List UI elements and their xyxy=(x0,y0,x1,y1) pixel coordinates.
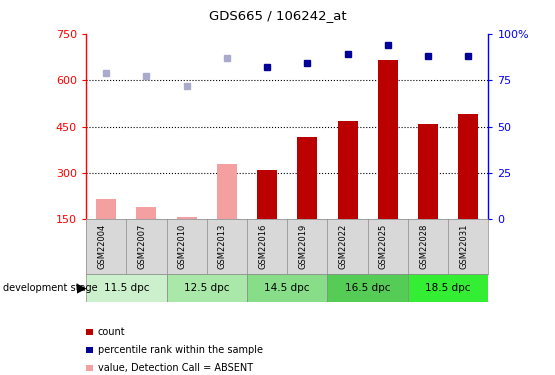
Text: count: count xyxy=(98,327,125,337)
Text: 16.5 dpc: 16.5 dpc xyxy=(345,283,390,293)
Bar xyxy=(86,274,166,302)
Bar xyxy=(96,199,116,219)
Bar xyxy=(247,274,327,302)
Text: GSM22028: GSM22028 xyxy=(419,224,428,269)
Text: GSM22004: GSM22004 xyxy=(97,224,106,269)
Text: 11.5 dpc: 11.5 dpc xyxy=(104,283,149,293)
Bar xyxy=(408,274,488,302)
Text: 12.5 dpc: 12.5 dpc xyxy=(184,283,229,293)
Bar xyxy=(337,121,357,219)
Text: development stage: development stage xyxy=(3,283,97,293)
Text: ▶: ▶ xyxy=(77,281,87,294)
Bar xyxy=(418,124,438,219)
Text: GSM22019: GSM22019 xyxy=(299,224,307,269)
Bar xyxy=(327,274,408,302)
Bar xyxy=(166,274,247,302)
Bar xyxy=(297,137,317,219)
Bar xyxy=(378,60,398,219)
Text: GSM22031: GSM22031 xyxy=(460,224,468,269)
Text: GDS665 / 106242_at: GDS665 / 106242_at xyxy=(209,9,346,22)
Text: GSM22007: GSM22007 xyxy=(138,224,147,269)
Bar xyxy=(137,207,157,219)
Text: 18.5 dpc: 18.5 dpc xyxy=(426,283,471,293)
Text: 14.5 dpc: 14.5 dpc xyxy=(265,283,310,293)
Text: GSM22016: GSM22016 xyxy=(258,224,267,269)
Bar xyxy=(217,164,237,219)
Text: GSM22025: GSM22025 xyxy=(379,224,388,269)
Bar xyxy=(257,171,277,219)
Bar xyxy=(176,217,196,219)
Text: value, Detection Call = ABSENT: value, Detection Call = ABSENT xyxy=(98,363,253,373)
Text: GSM22022: GSM22022 xyxy=(339,224,347,269)
Text: GSM22010: GSM22010 xyxy=(178,224,186,269)
Text: GSM22013: GSM22013 xyxy=(218,224,227,269)
Text: percentile rank within the sample: percentile rank within the sample xyxy=(98,345,263,355)
Bar xyxy=(458,114,478,219)
